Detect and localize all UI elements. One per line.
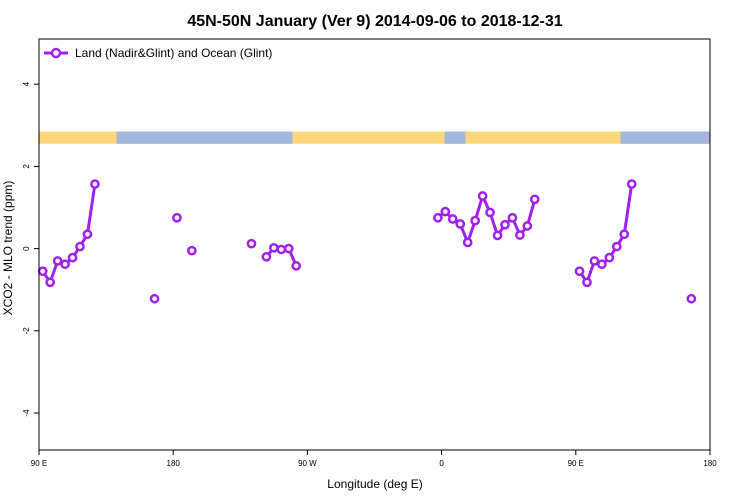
legend-label: Land (Nadir&Glint) and Ocean (Glint) (75, 46, 272, 60)
data-point (492, 230, 503, 241)
y-tick-label: -2 (22, 327, 31, 335)
data-point (149, 293, 160, 304)
data-point (604, 252, 615, 263)
data-point (582, 277, 592, 288)
chart-title: 45N-50N January (Ver 9) 2014-09-06 to 20… (187, 13, 562, 30)
data-point (477, 191, 488, 201)
data-point (522, 221, 533, 231)
data-point (529, 194, 540, 205)
ocean-band (620, 131, 710, 144)
data-series (37, 179, 697, 304)
x-axis-label: Longitude (deg E) (327, 477, 422, 491)
land-ocean-band (39, 131, 710, 144)
data-point (470, 215, 480, 226)
data-point (500, 219, 510, 230)
data-point (60, 259, 70, 270)
data-point (574, 266, 585, 277)
data-point (597, 259, 607, 270)
x-tick-label: 180 (167, 459, 181, 468)
ocean-band (116, 131, 293, 144)
data-point (172, 212, 182, 223)
data-point (447, 214, 458, 224)
ocean-band (444, 131, 466, 144)
x-tick-label: 90 E (31, 459, 47, 468)
data-point (433, 212, 443, 223)
y-tick-label: 2 (22, 164, 31, 169)
data-point (589, 256, 600, 266)
data-point (611, 241, 622, 252)
y-tick-label: 4 (22, 81, 31, 86)
data-point (90, 179, 100, 189)
data-point (291, 261, 302, 271)
x-tick-label: 90 W (298, 459, 317, 468)
data-point (186, 245, 197, 256)
plot-frame (38, 38, 711, 451)
x-tick-label: 90 E (568, 459, 584, 468)
data-point (261, 251, 272, 262)
data-point (440, 206, 451, 217)
y-tick-label: -4 (22, 409, 31, 417)
data-point (686, 293, 697, 304)
data-point (52, 256, 63, 266)
data-point (507, 212, 518, 223)
data-point (82, 229, 93, 240)
data-point (283, 243, 294, 254)
x-tick-label: 180 (703, 459, 717, 468)
data-point (276, 244, 287, 255)
data-point (75, 241, 85, 252)
data-point (45, 277, 56, 288)
data-point (462, 237, 473, 248)
y-axis-label: XCO2 - MLO trend (ppm) (1, 181, 15, 316)
x-tick-label: 0 (439, 459, 444, 468)
data-point (67, 252, 78, 263)
axes: 90 E 180 90 W 0 90 E 180 -4 -2 0 2 4 (22, 81, 717, 468)
data-point (485, 207, 495, 218)
data-point (37, 266, 48, 277)
data-point (626, 179, 637, 189)
y-tick-label: 0 (22, 246, 31, 251)
data-point (246, 238, 257, 249)
data-point (269, 242, 279, 253)
data-point (515, 230, 525, 240)
data-point (455, 219, 466, 229)
legend: Land (Nadir&Glint) and Ocean (Glint) (44, 46, 272, 60)
legend-marker (50, 47, 62, 59)
data-point (619, 229, 630, 240)
